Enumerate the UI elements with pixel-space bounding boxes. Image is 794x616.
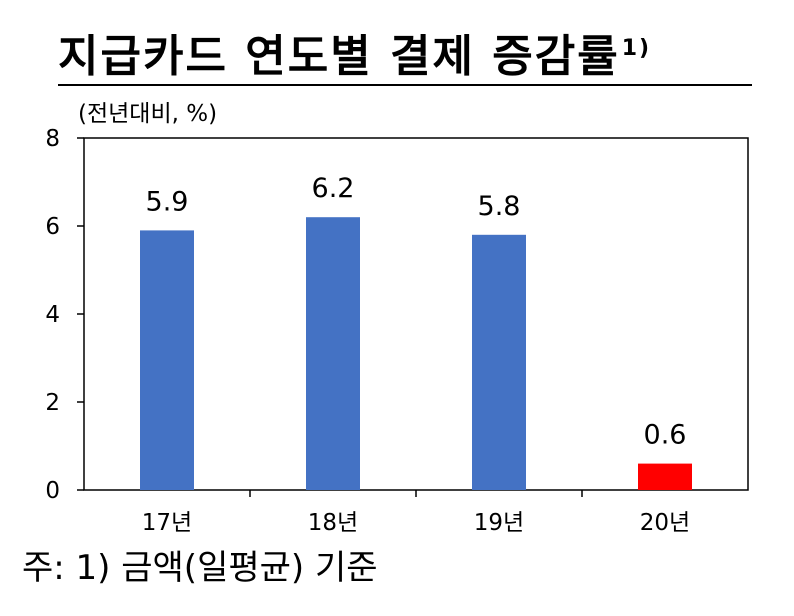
x-tick-label: 20년	[640, 510, 690, 536]
bars	[140, 217, 692, 490]
bar-3	[472, 234, 526, 490]
x-tick-label: 19년	[474, 510, 524, 536]
bar-2	[306, 217, 360, 490]
data-label: 5.8	[478, 191, 521, 222]
footnote: 주: 1) 금액(일평균) 기준	[22, 548, 378, 588]
title-footnote-marker: 1)	[621, 36, 652, 62]
chart-title: 지급카드 연도별 결제 증감률1)	[58, 31, 652, 82]
title-block: 지급카드 연도별 결제 증감률1)	[58, 14, 752, 86]
x-tick-label: 17년	[142, 510, 192, 536]
y-tick-label: 6	[45, 214, 60, 240]
data-label: 0.6	[644, 420, 687, 451]
y-tick-label: 0	[45, 478, 60, 504]
y-tick-label: 8	[45, 126, 60, 152]
axes: 0 2 4 6 8 17년 18년 19년 20년	[45, 126, 749, 536]
data-labels: 5.9 6.2 5.8 0.6	[146, 173, 687, 450]
bar-4	[638, 463, 692, 490]
data-label: 6.2	[312, 173, 355, 204]
y-tick-label: 4	[45, 302, 60, 328]
bar-1	[140, 230, 194, 490]
data-label: 5.9	[146, 186, 189, 217]
unit-label: (전년대비, %)	[78, 101, 218, 127]
y-tick-label: 2	[45, 390, 60, 416]
x-tick-label: 18년	[308, 510, 358, 536]
